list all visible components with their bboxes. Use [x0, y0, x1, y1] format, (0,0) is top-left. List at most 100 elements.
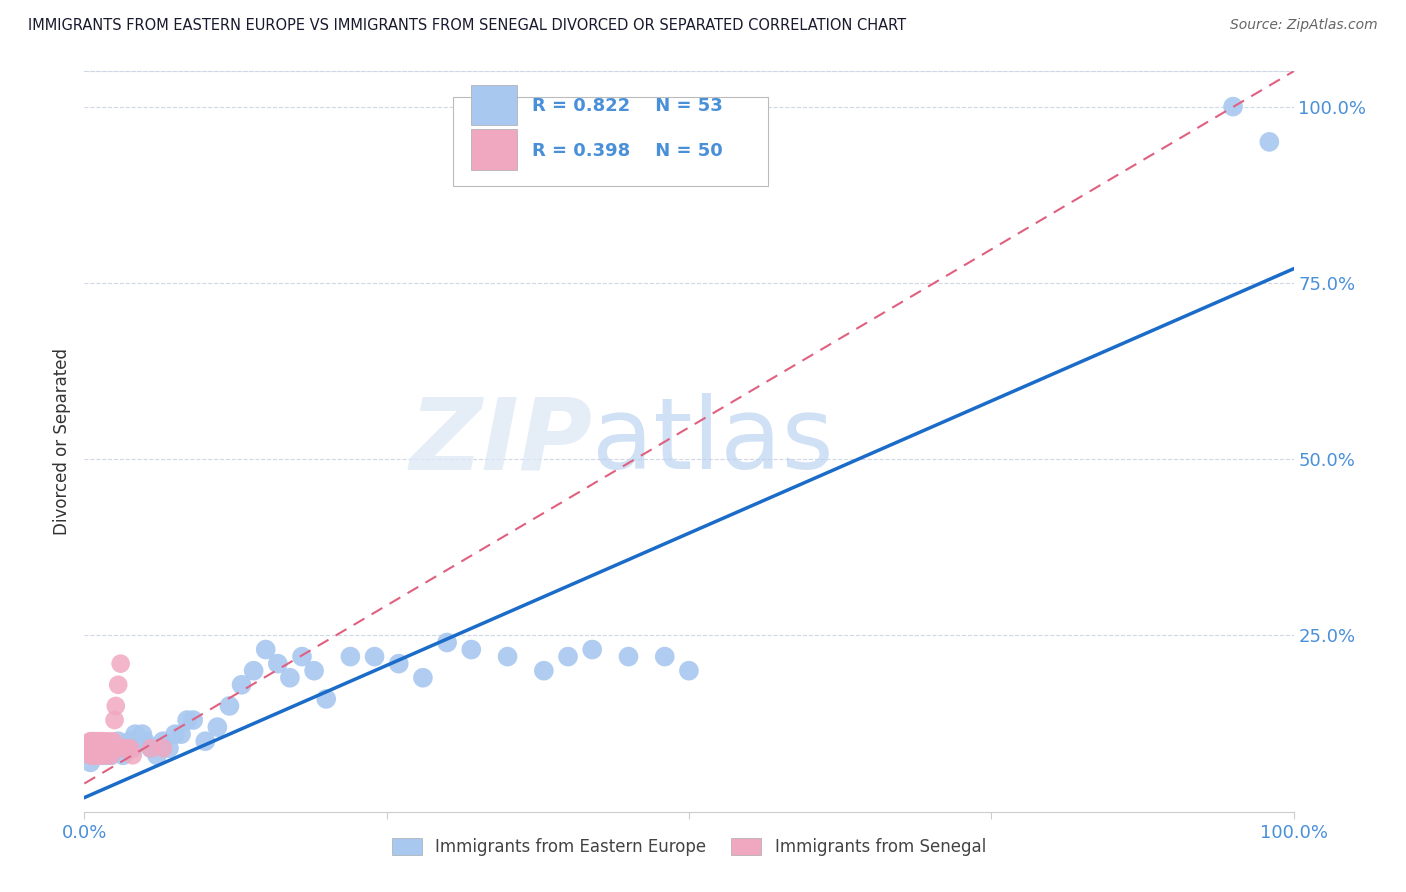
- Y-axis label: Divorced or Separated: Divorced or Separated: [53, 348, 72, 535]
- Text: R = 0.822    N = 53: R = 0.822 N = 53: [531, 97, 723, 115]
- Point: [170, 727, 193, 741]
- Point: [80, 748, 103, 763]
- Point: [339, 649, 361, 664]
- Point: [363, 649, 385, 664]
- Point: [194, 734, 217, 748]
- Point: [91, 748, 114, 763]
- Point: [128, 734, 150, 748]
- Text: ZIP: ZIP: [409, 393, 592, 490]
- Point: [152, 734, 174, 748]
- Point: [86, 748, 108, 763]
- Point: [79, 748, 101, 763]
- Text: IMMIGRANTS FROM EASTERN EUROPE VS IMMIGRANTS FROM SENEGAL DIVORCED OR SEPARATED : IMMIGRANTS FROM EASTERN EUROPE VS IMMIGR…: [28, 18, 907, 33]
- Point: [207, 720, 229, 734]
- Point: [79, 734, 101, 748]
- Point: [231, 678, 253, 692]
- Point: [115, 741, 138, 756]
- Point: [83, 734, 105, 748]
- Text: R = 0.398    N = 50: R = 0.398 N = 50: [531, 142, 723, 160]
- Point: [77, 741, 100, 756]
- Point: [496, 649, 519, 664]
- Legend: Immigrants from Eastern Europe, Immigrants from Senegal: Immigrants from Eastern Europe, Immigran…: [385, 831, 993, 863]
- Point: [139, 741, 162, 756]
- Point: [98, 741, 121, 756]
- Point: [84, 741, 107, 756]
- Point: [139, 741, 162, 756]
- Point: [107, 734, 129, 748]
- Point: [87, 734, 110, 748]
- Point: [86, 748, 108, 763]
- Point: [90, 734, 112, 748]
- Point: [124, 727, 146, 741]
- Point: [94, 741, 117, 756]
- Point: [82, 741, 104, 756]
- Point: [93, 741, 115, 756]
- Point: [86, 734, 108, 748]
- Point: [460, 642, 482, 657]
- Point: [134, 734, 156, 748]
- Point: [165, 727, 187, 741]
- Point: [86, 741, 108, 756]
- Point: [87, 741, 110, 756]
- Point: [93, 734, 115, 748]
- Point: [291, 649, 314, 664]
- Point: [104, 713, 127, 727]
- Point: [79, 756, 101, 770]
- Point: [412, 671, 434, 685]
- Point: [388, 657, 411, 671]
- Point: [90, 741, 112, 756]
- Text: atlas: atlas: [592, 393, 834, 490]
- Point: [89, 741, 111, 756]
- Point: [557, 649, 579, 664]
- Point: [176, 713, 198, 727]
- Point: [254, 642, 277, 657]
- Point: [83, 748, 105, 763]
- Point: [302, 664, 325, 678]
- Point: [581, 642, 603, 657]
- Point: [87, 741, 110, 756]
- Point: [82, 734, 104, 748]
- Point: [103, 734, 125, 748]
- Point: [678, 664, 700, 678]
- Point: [121, 741, 143, 756]
- Point: [97, 741, 120, 756]
- Point: [82, 748, 104, 763]
- Point: [86, 741, 108, 756]
- Point: [218, 698, 240, 713]
- Point: [91, 741, 114, 756]
- Point: [100, 748, 122, 763]
- Point: [267, 657, 290, 671]
- Point: [315, 692, 337, 706]
- Point: [115, 741, 138, 756]
- Point: [120, 741, 142, 756]
- Point: [107, 678, 129, 692]
- Point: [1222, 100, 1244, 114]
- Point: [79, 741, 101, 756]
- Point: [146, 748, 169, 763]
- Point: [152, 741, 174, 756]
- Point: [80, 734, 103, 748]
- Point: [112, 748, 135, 763]
- Point: [181, 713, 204, 727]
- Point: [89, 748, 111, 763]
- Point: [110, 657, 132, 671]
- Point: [100, 748, 122, 763]
- Point: [617, 649, 640, 664]
- Point: [77, 741, 100, 756]
- Point: [80, 741, 103, 756]
- Point: [131, 727, 153, 741]
- FancyBboxPatch shape: [453, 97, 768, 186]
- Point: [104, 698, 127, 713]
- Point: [533, 664, 555, 678]
- Point: [97, 734, 120, 748]
- Point: [1258, 135, 1281, 149]
- Point: [91, 748, 114, 763]
- Point: [83, 748, 105, 763]
- FancyBboxPatch shape: [471, 85, 517, 126]
- Point: [112, 741, 135, 756]
- Point: [101, 741, 124, 756]
- Text: Source: ZipAtlas.com: Source: ZipAtlas.com: [1230, 18, 1378, 32]
- Point: [242, 664, 264, 678]
- Point: [278, 671, 301, 685]
- Point: [654, 649, 676, 664]
